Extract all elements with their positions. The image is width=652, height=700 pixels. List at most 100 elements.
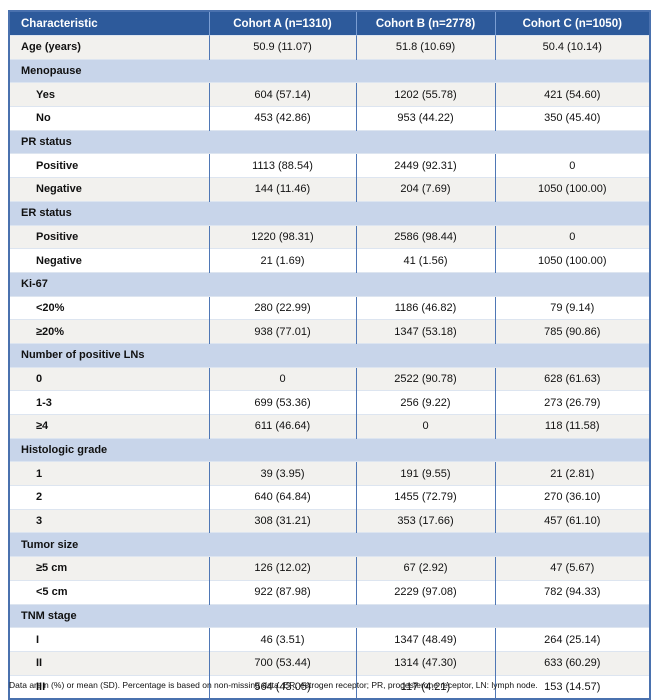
table-row: <20% 280 (22.99) 1186 (46.82) 79 (9.14) bbox=[9, 295, 650, 320]
value-cell: 46 (3.51) bbox=[208, 627, 356, 652]
value-cell: 0 bbox=[494, 224, 650, 249]
section-label: PR status bbox=[9, 129, 650, 154]
row-label: 1 bbox=[9, 461, 209, 486]
value-cell: 270 (36.10) bbox=[494, 485, 650, 510]
table-row: III 564 (43.05) 117 (4.21) 153 (14.57) bbox=[9, 674, 650, 700]
section-header-row: Number of positive LNs bbox=[9, 342, 650, 368]
value-cell: 264 (25.14) bbox=[494, 627, 650, 652]
value-cell: 457 (61.10) bbox=[494, 508, 650, 533]
section-header-row: TNM stage bbox=[9, 603, 650, 628]
value-cell: 640 (64.84) bbox=[208, 485, 356, 510]
value-cell: 308 (31.21) bbox=[208, 508, 356, 533]
table-header: Characteristic Cohort A (n=1310) Cohort … bbox=[9, 11, 650, 36]
table-row: Negative 21 (1.69) 41 (1.56) 1050 (100.00) bbox=[9, 248, 650, 273]
value-cell: 1347 (53.18) bbox=[355, 319, 495, 344]
section-label: Number of positive LNs bbox=[9, 342, 650, 368]
value-cell: 1314 (47.30) bbox=[355, 650, 495, 676]
section-header-row: Tumor size bbox=[9, 532, 650, 557]
row-label: III bbox=[9, 674, 209, 700]
row-label: <20% bbox=[9, 295, 209, 320]
value-cell: 421 (54.60) bbox=[494, 82, 650, 107]
value-cell: 41 (1.56) bbox=[355, 248, 495, 273]
row-label: 1-3 bbox=[9, 390, 209, 415]
row-label: II bbox=[9, 650, 209, 676]
section-header-row: ER status bbox=[9, 200, 650, 225]
column-header-characteristic: Characteristic bbox=[9, 11, 209, 36]
section-label: Menopause bbox=[9, 58, 650, 83]
column-header-cohort-c: Cohort C (n=1050) bbox=[494, 11, 650, 36]
value-cell: 453 (42.86) bbox=[208, 106, 356, 131]
row-label: Yes bbox=[9, 82, 209, 107]
value-cell: 0 bbox=[355, 414, 495, 439]
row-label: Negative bbox=[9, 177, 209, 202]
value-cell: 700 (53.44) bbox=[208, 650, 356, 676]
value-cell: 153 (14.57) bbox=[494, 674, 650, 700]
value-cell: 633 (60.29) bbox=[494, 650, 650, 676]
section-header-row: Ki-67 bbox=[9, 271, 650, 297]
row-label: ≥20% bbox=[9, 319, 209, 344]
table-row: I 46 (3.51) 1347 (48.49) 264 (25.14) bbox=[9, 627, 650, 652]
value-cell: 204 (7.69) bbox=[355, 177, 495, 202]
table-row: Negative 144 (11.46) 204 (7.69) 1050 (100.0… bbox=[9, 177, 650, 202]
section-label: Tumor size bbox=[9, 532, 650, 557]
row-label: Positive bbox=[9, 153, 209, 178]
row-label: 3 bbox=[9, 508, 209, 533]
value-cell: 0 bbox=[494, 153, 650, 178]
value-cell: 1202 (55.78) bbox=[355, 82, 495, 107]
value-cell: 144 (11.46) bbox=[208, 177, 356, 202]
row-label: 2 bbox=[9, 485, 209, 510]
table-row: Positive 1113 (88.54) 2449 (92.31) 0 bbox=[9, 153, 650, 178]
value-cell: 1050 (100.00) bbox=[494, 248, 650, 273]
column-header-cohort-a: Cohort A (n=1310) bbox=[208, 11, 356, 36]
table-row: Age (years) 50.9 (11.07) 51.8 (10.69) 50.4 … bbox=[9, 35, 650, 60]
value-cell: 953 (44.22) bbox=[355, 106, 495, 131]
value-cell: 604 (57.14) bbox=[208, 82, 356, 107]
value-cell: 118 (11.58) bbox=[494, 414, 650, 439]
value-cell: 117 (4.21) bbox=[355, 674, 495, 700]
column-header-cohort-b: Cohort B (n=2778) bbox=[355, 11, 495, 36]
section-header-row: Histologic grade bbox=[9, 437, 650, 462]
header-row: Characteristic Cohort A (n=1310) Cohort … bbox=[9, 11, 650, 36]
value-cell: 273 (26.79) bbox=[494, 390, 650, 415]
table-body: Age (years) 50.9 (11.07) 51.8 (10.69) 50.4 … bbox=[9, 35, 650, 700]
table-row: 2 640 (64.84) 1455 (72.79) 270 (36.10) bbox=[9, 485, 650, 510]
table-row: II 700 (53.44) 1314 (47.30) 633 (60.29) bbox=[9, 650, 650, 676]
section-label: ER status bbox=[9, 200, 650, 225]
value-cell: 785 (90.86) bbox=[494, 319, 650, 344]
table-row: 1-3 699 (53.36) 256 (9.22) 273 (26.79) bbox=[9, 390, 650, 415]
value-cell: 699 (53.36) bbox=[208, 390, 356, 415]
value-cell: 67 (2.92) bbox=[355, 556, 495, 581]
value-cell: 47 (5.67) bbox=[494, 556, 650, 581]
row-label: <5 cm bbox=[9, 579, 209, 604]
table-row: ≥20% 938 (77.01) 1347 (53.18) 785 (90.86) bbox=[9, 319, 650, 344]
value-cell: 2229 (97.08) bbox=[355, 579, 495, 604]
table-row: ≥5 cm 126 (12.02) 67 (2.92) 47 (5.67) bbox=[9, 556, 650, 581]
value-cell: 50.4 (10.14) bbox=[494, 35, 650, 60]
section-header-row: Menopause bbox=[9, 58, 650, 83]
table-row: 0 0 2522 (90.78) 628 (61.63) bbox=[9, 366, 650, 391]
value-cell: 938 (77.01) bbox=[208, 319, 356, 344]
table-footnote: Data are n (%) or mean (SD). Percentage … bbox=[9, 680, 538, 690]
value-cell: 256 (9.22) bbox=[355, 390, 495, 415]
row-label: ≥4 bbox=[9, 414, 209, 439]
value-cell: 79 (9.14) bbox=[494, 295, 650, 320]
value-cell: 1050 (100.00) bbox=[494, 177, 650, 202]
section-label: Histologic grade bbox=[9, 437, 650, 462]
section-label: TNM stage bbox=[9, 603, 650, 628]
value-cell: 782 (94.33) bbox=[494, 579, 650, 604]
value-cell: 191 (9.55) bbox=[355, 461, 495, 486]
value-cell: 1347 (48.49) bbox=[355, 627, 495, 652]
value-cell: 21 (1.69) bbox=[208, 248, 356, 273]
value-cell: 2586 (98.44) bbox=[355, 224, 495, 249]
value-cell: 353 (17.66) bbox=[355, 508, 495, 533]
table-row: No 453 (42.86) 953 (44.22) 350 (45.40) bbox=[9, 106, 650, 131]
value-cell: 126 (12.02) bbox=[208, 556, 356, 581]
row-label: Negative bbox=[9, 248, 209, 273]
value-cell: 50.9 (11.07) bbox=[208, 35, 356, 60]
value-cell: 611 (46.64) bbox=[208, 414, 356, 439]
value-cell: 564 (43.05) bbox=[208, 674, 356, 700]
table-row: ≥4 611 (46.64) 0 118 (11.58) bbox=[9, 414, 650, 439]
value-cell: 1220 (98.31) bbox=[208, 224, 356, 249]
table-row: Yes 604 (57.14) 1202 (55.78) 421 (54.60) bbox=[9, 82, 650, 107]
